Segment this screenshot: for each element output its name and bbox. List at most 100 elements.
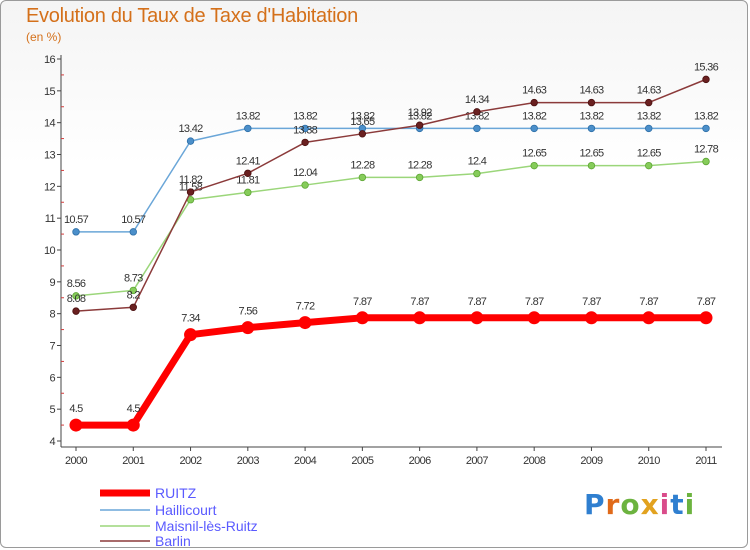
data-point [129, 228, 137, 236]
series-line-haillicourt [76, 127, 706, 233]
data-label: 12.41 [236, 155, 261, 167]
data-label: 7.87 [468, 296, 487, 308]
data-label: 14.34 [465, 94, 490, 106]
data-label: 10.57 [64, 214, 89, 226]
x-tick-label: 2002 [180, 455, 203, 467]
data-point [473, 124, 481, 133]
data-label: 12.4 [468, 156, 487, 168]
data-point [473, 108, 481, 116]
x-tick-label: 2001 [122, 455, 145, 467]
data-point [587, 161, 596, 170]
data-point [702, 157, 710, 166]
data-label: 14.63 [579, 85, 604, 97]
data-label: 4.5 [69, 403, 83, 415]
logo-letter: i [684, 488, 696, 521]
data-point [415, 121, 424, 129]
data-label: 15.36 [694, 61, 719, 73]
data-point [358, 130, 367, 138]
data-point [699, 311, 713, 325]
data-point [415, 173, 424, 182]
x-tick-label: 2010 [638, 455, 661, 467]
x-tick-label: 2009 [580, 455, 603, 467]
data-point [72, 228, 80, 236]
data-point [301, 138, 309, 147]
data-point [244, 124, 252, 133]
data-point [244, 169, 252, 177]
logo-letter: t [670, 488, 685, 521]
data-label: 13.82 [694, 110, 719, 122]
y-tick-label: 14 [44, 118, 56, 130]
data-point [241, 321, 255, 335]
data-point [642, 311, 656, 325]
x-tick-label: 2003 [237, 455, 260, 467]
data-label: 13.42 [179, 123, 204, 135]
data-label: 11.58 [179, 182, 203, 194]
proxiti-logo: Proxiti [584, 488, 695, 521]
data-label: 14.63 [522, 85, 547, 97]
data-point [129, 286, 137, 295]
legend-label: Barlin [155, 533, 191, 549]
y-tick-label: 10 [44, 245, 56, 257]
data-label: 13.82 [637, 110, 662, 122]
data-label: 13.82 [236, 110, 261, 122]
data-point [358, 173, 367, 182]
data-point [129, 303, 137, 311]
data-point [126, 418, 140, 432]
data-label: 7.87 [525, 296, 544, 308]
data-point [186, 137, 195, 145]
data-point [527, 311, 541, 325]
data-label: 8.2 [127, 289, 141, 301]
data-label: 8.73 [124, 272, 143, 284]
data-label: 13.82 [350, 110, 375, 122]
data-label: 7.56 [239, 306, 258, 318]
data-point [584, 311, 598, 325]
data-label: 12.04 [293, 167, 318, 179]
data-point [298, 316, 312, 330]
data-point [355, 311, 369, 325]
data-label: 12.65 [579, 148, 604, 160]
y-tick-label: 13 [44, 150, 56, 162]
data-point [301, 124, 309, 133]
data-point [413, 311, 427, 325]
x-tick-label: 2005 [351, 455, 374, 467]
chart-title: Evolution du Taux de Taxe d'Habitation [26, 5, 358, 27]
data-point [301, 181, 309, 189]
data-label: 8.08 [67, 293, 86, 305]
data-point [69, 418, 83, 432]
series-line-maisnil-l-s-ruitz [75, 160, 707, 297]
data-point [645, 98, 653, 107]
series-line-ruitz [76, 314, 706, 429]
data-point [473, 169, 481, 178]
y-tick-label: 4 [49, 436, 55, 448]
data-point [702, 124, 710, 133]
y-tick-label: 6 [49, 372, 55, 384]
data-point [702, 75, 710, 84]
data-label: 8.56 [67, 278, 86, 290]
x-tick-label: 2011 [695, 455, 717, 467]
data-label: 13.82 [522, 110, 547, 122]
data-point [645, 124, 653, 133]
data-point [530, 161, 538, 170]
y-tick-label: 12 [44, 181, 56, 193]
data-point [72, 307, 80, 315]
data-label: 7.72 [296, 301, 315, 313]
data-point [530, 124, 538, 133]
y-tick-label: 8 [49, 309, 55, 321]
x-tick-label: 2007 [466, 455, 489, 467]
data-label: 13.82 [579, 110, 604, 122]
data-point [530, 98, 538, 107]
data-label: 7.87 [582, 296, 601, 308]
logo-letter: x [640, 488, 660, 521]
data-label: 13.82 [293, 110, 318, 122]
logo-letter: o [620, 488, 641, 521]
y-tick-label: 9 [49, 277, 55, 289]
data-label: 11.82 [179, 174, 203, 186]
data-label: 12.28 [350, 159, 375, 171]
data-point [184, 328, 198, 342]
chart-subtitle: (en %) [26, 30, 62, 44]
logo-letter: P [584, 488, 606, 521]
data-label: 7.34 [181, 313, 200, 325]
x-tick-label: 2008 [523, 455, 546, 467]
